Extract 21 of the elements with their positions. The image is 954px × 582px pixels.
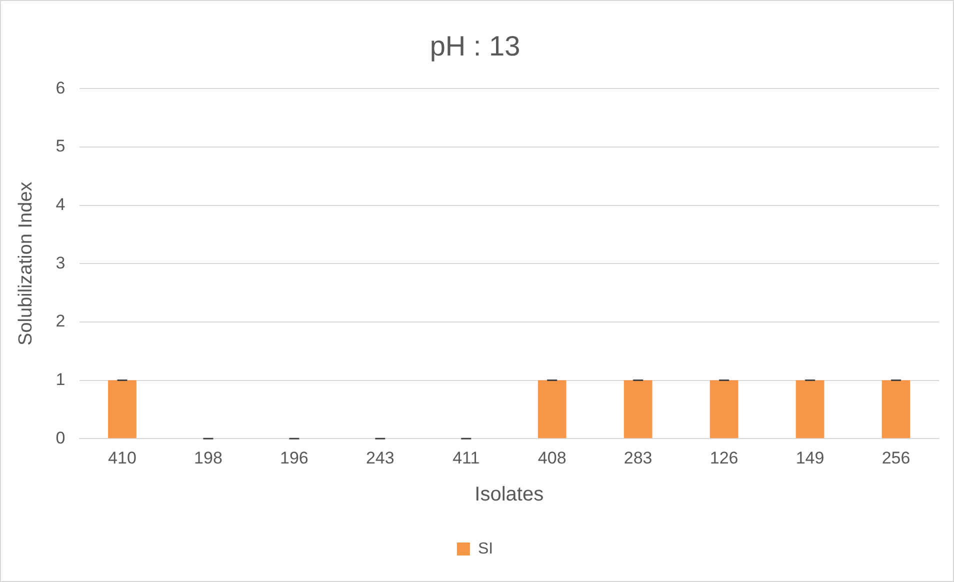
x-tick-label: 198 xyxy=(194,448,222,468)
x-tick-label: 196 xyxy=(280,448,308,468)
y-axis-title: Solubilization Index xyxy=(16,181,37,346)
x-tick-label: 126 xyxy=(710,448,738,468)
x-tick-label: 149 xyxy=(796,448,824,468)
x-tick-label: 283 xyxy=(624,448,652,468)
x-tick-label: 408 xyxy=(538,448,566,468)
y-tick-label: 6 xyxy=(56,78,66,98)
y-tick-label: 0 xyxy=(56,428,66,448)
chart-title: pH : 13 xyxy=(430,30,520,62)
x-tick-label: 410 xyxy=(108,448,136,468)
x-tick-label: 411 xyxy=(452,448,480,468)
legend-label: SI xyxy=(478,540,494,558)
y-tick-label: 3 xyxy=(56,253,66,272)
y-tick-label: 1 xyxy=(56,370,66,389)
y-tick-label: 4 xyxy=(56,194,66,214)
y-tick-label: 2 xyxy=(56,312,66,331)
x-tick-label: 256 xyxy=(882,448,910,468)
y-tick-label: 5 xyxy=(56,136,66,156)
x-axis-title: Isolates xyxy=(474,484,544,506)
x-tick-label: 243 xyxy=(366,448,394,468)
